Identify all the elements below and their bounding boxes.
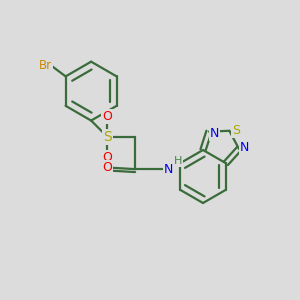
Text: O: O bbox=[102, 161, 112, 174]
Text: S: S bbox=[103, 130, 112, 144]
Text: N: N bbox=[240, 141, 249, 154]
Text: N: N bbox=[210, 127, 219, 140]
Text: S: S bbox=[232, 124, 240, 137]
Text: N: N bbox=[164, 163, 173, 176]
Text: H: H bbox=[173, 156, 182, 166]
Text: O: O bbox=[102, 151, 112, 164]
Text: O: O bbox=[102, 110, 112, 123]
Text: Br: Br bbox=[38, 59, 52, 72]
